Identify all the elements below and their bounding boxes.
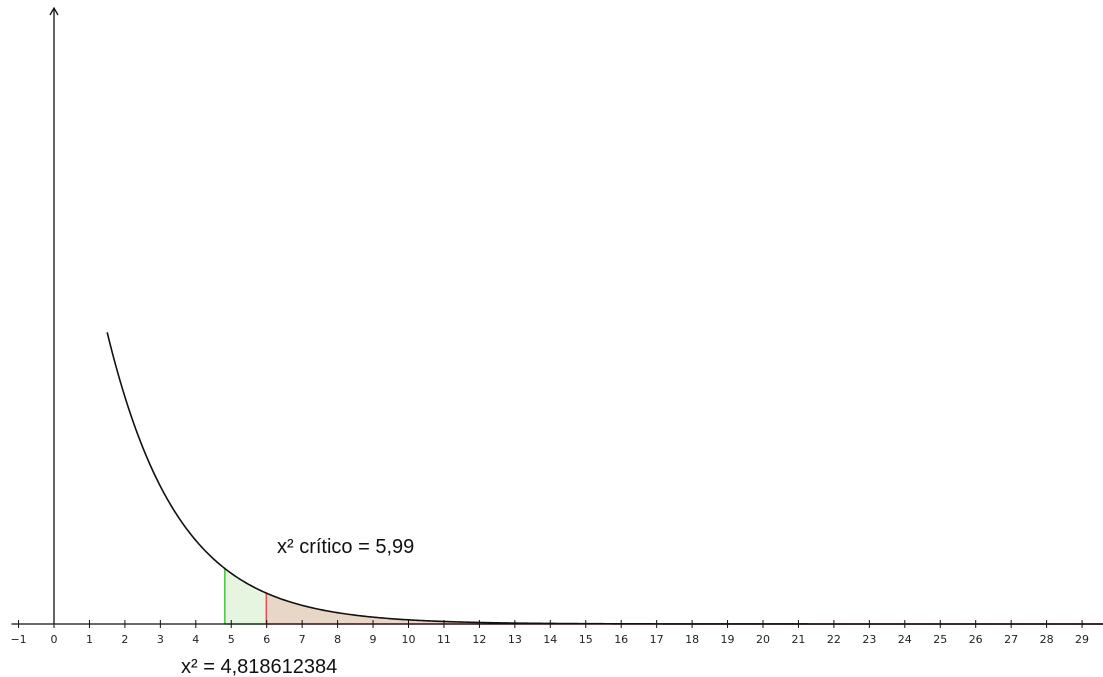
x-tick-label: 24 — [898, 633, 912, 646]
x-tick-label: 7 — [299, 633, 306, 646]
x-tick-label: 12 — [472, 633, 486, 646]
y-axis-arrow — [49, 6, 59, 16]
x-tick-label: 14 — [543, 633, 557, 646]
x-tick-label: 15 — [579, 633, 593, 646]
statistic-value-label: x² = 4,818612384 — [181, 656, 337, 677]
x-tick-labels: −1 0 1 2 3 4 5 6 7 8 9 10 11 12 13 14 15 16 17 18 19 20 21 22 23… — [10, 633, 1089, 646]
x-tick-label: 28 — [1040, 633, 1054, 646]
x-tick-label: 2 — [121, 633, 128, 646]
x-tick-label: 0 — [51, 633, 58, 646]
critical-value-label: x² crítico = 5,99 — [277, 536, 414, 558]
x-tick-label: 10 — [402, 633, 416, 646]
x-tick-label: 4 — [192, 633, 199, 646]
x-tick-label: 23 — [862, 633, 876, 646]
x-tick-label: 18 — [685, 633, 699, 646]
x-tick-label: 1 — [86, 633, 93, 646]
x-tick-label: 13 — [508, 633, 522, 646]
x-tick-label: 21 — [791, 633, 805, 646]
x-tick-label: 3 — [157, 633, 164, 646]
observed-region-fill — [224, 568, 267, 624]
x-tick-label: 16 — [614, 633, 628, 646]
x-tick-label: −1 — [10, 633, 26, 646]
x-tick-label: 17 — [650, 633, 664, 646]
density-curve — [106, 332, 1103, 625]
critical-region-fill — [266, 593, 1103, 624]
x-tick-label: 9 — [370, 633, 377, 646]
x-tick-label: 11 — [437, 633, 451, 646]
x-tick-label: 19 — [721, 633, 735, 646]
x-ticks — [18, 620, 1083, 628]
x-tick-label: 5 — [228, 633, 235, 646]
x-tick-label: 26 — [969, 633, 983, 646]
x-tick-label: 22 — [827, 633, 841, 646]
x-tick-label: 20 — [756, 633, 770, 646]
x-tick-label: 27 — [1004, 633, 1018, 646]
x-tick-label: 6 — [263, 633, 270, 646]
shaded-areas — [224, 568, 1103, 624]
x-tick-label: 29 — [1075, 633, 1089, 646]
x-tick-label: 25 — [933, 633, 947, 646]
x-tick-label: 8 — [334, 633, 341, 646]
axes: −1 0 1 2 3 4 5 6 7 8 9 10 11 12 13 14 15 16 17 18 19 20 21 22 23… — [10, 6, 1103, 646]
